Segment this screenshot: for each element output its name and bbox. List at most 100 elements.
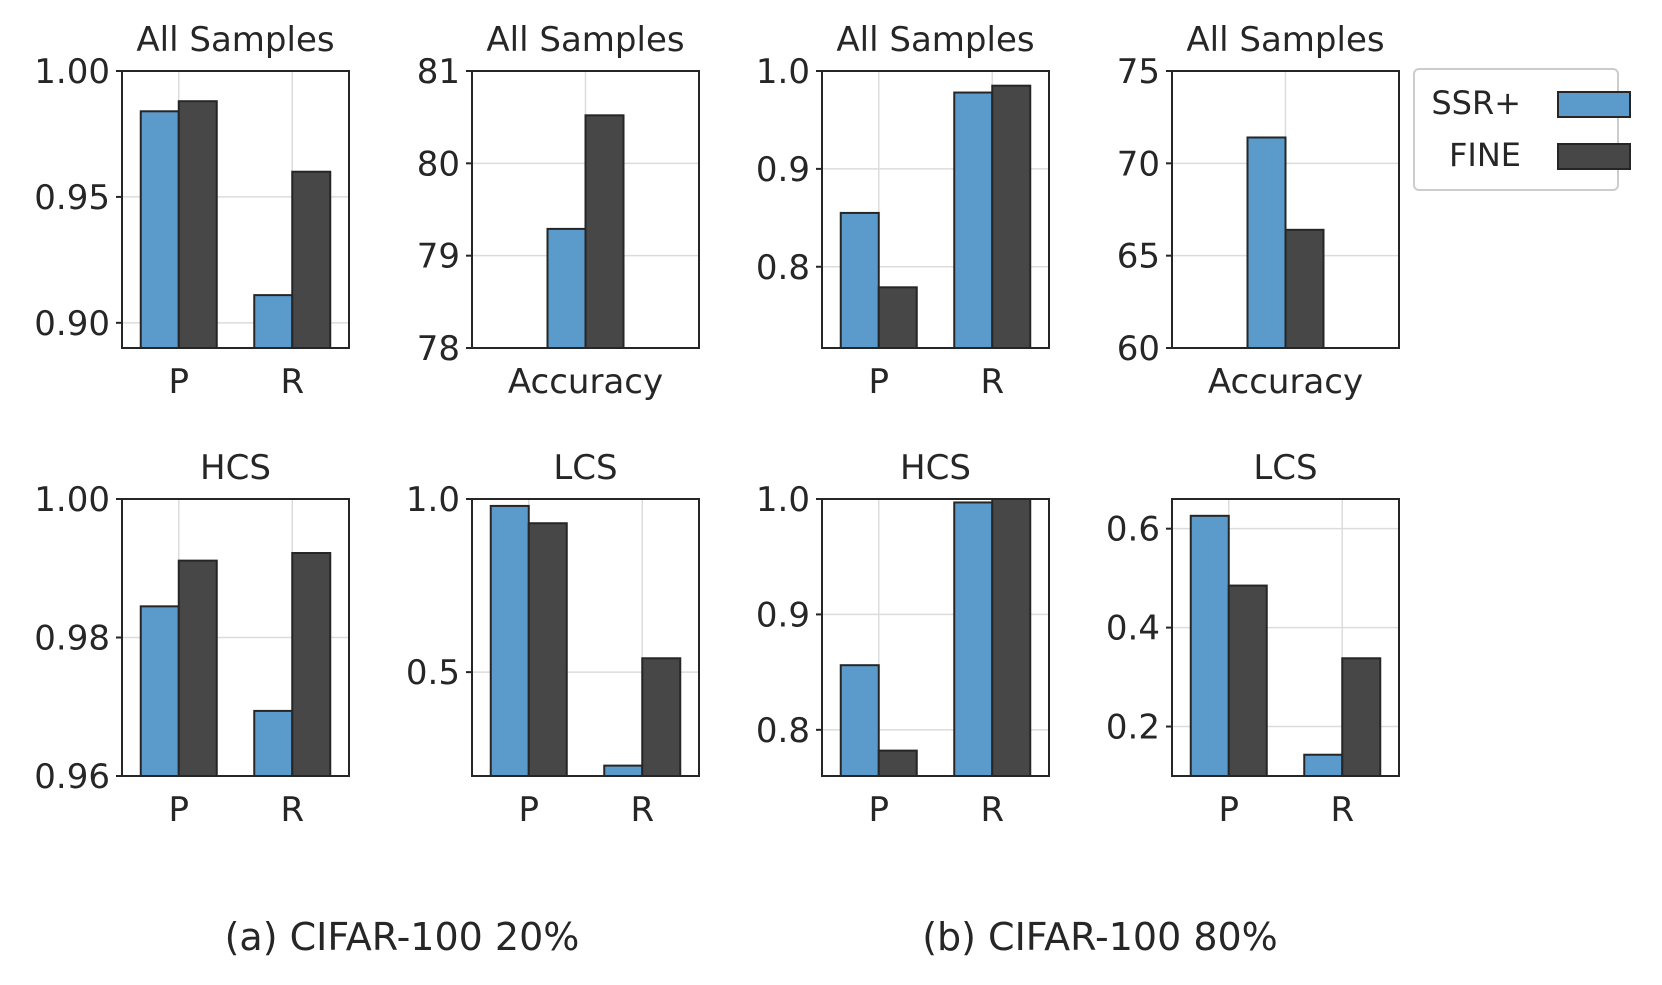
y-tick-label: 0.98 — [34, 619, 110, 659]
subplot-8: 0.2 0.4 0.6 P R LCS — [1106, 448, 1400, 830]
x-tick-label: R — [280, 790, 304, 830]
x-tick-label: P — [1218, 790, 1239, 830]
subplot-6: 0.5 1.0 P R LCS — [406, 448, 700, 830]
x-tick-label: P — [868, 790, 889, 830]
subplot-5: 0.96 0.98 1.00 P R HCS — [34, 448, 350, 830]
x-tick-label: R — [1330, 790, 1354, 830]
subplot-title: HCS — [900, 448, 971, 488]
bar-fine-r — [291, 552, 332, 778]
bar-ssr-r — [603, 764, 644, 777]
y-tick-label: 79 — [417, 237, 460, 277]
bar-fine-r — [641, 657, 682, 778]
y-tick-label: 60 — [1117, 329, 1160, 369]
bar-fine-p — [527, 522, 568, 777]
legend-label-ssr: SSR+ — [1431, 84, 1521, 122]
bar-ssr-r — [1303, 753, 1344, 777]
axes-frame — [821, 498, 1050, 777]
y-tick-label: 1.00 — [34, 52, 110, 92]
y-tick-label: 0.5 — [406, 653, 460, 693]
axes-frame — [1171, 70, 1400, 349]
bar-fine-p — [1227, 584, 1268, 777]
bar-fine-r — [991, 84, 1032, 349]
axes-frame — [1171, 498, 1400, 777]
subplot-3: 0.8 0.9 1.0 P R All Samples — [756, 20, 1050, 402]
axes-frame — [821, 70, 1050, 349]
subplot-title: All Samples — [1186, 20, 1384, 60]
subplot-2: 78 79 80 81 Accuracy All Samples — [417, 20, 700, 402]
bar-ssr-r — [253, 709, 294, 778]
y-tick-label: 80 — [417, 144, 460, 184]
y-tick-label: 75 — [1117, 52, 1160, 92]
legend: SSR+ FINE — [1413, 68, 1631, 191]
bar-fine-r — [991, 498, 1032, 777]
axes-frame — [471, 498, 700, 777]
bar-ssr-p — [489, 504, 530, 777]
bar-fine-accuracy — [1284, 228, 1325, 350]
x-tick-label: R — [280, 362, 304, 402]
subplot-title: LCS — [1253, 448, 1317, 488]
y-tick-label: 0.4 — [1106, 609, 1160, 649]
legend-entry-ssr: SSR+ — [1415, 83, 1631, 123]
y-tick-label: 0.90 — [34, 304, 110, 344]
legend-swatch-fine — [1557, 143, 1631, 170]
bar-ssr-p — [139, 110, 180, 349]
axes-frame — [121, 70, 350, 349]
y-tick-label: 0.8 — [756, 248, 810, 288]
y-tick-label: 81 — [417, 52, 460, 92]
y-tick-label: 0.6 — [1106, 510, 1160, 550]
legend-entry-fine: FINE — [1415, 135, 1631, 175]
y-tick-label: 0.9 — [756, 150, 810, 190]
bar-ssr-accuracy — [546, 227, 587, 349]
subplot-1: 0.90 0.95 1.00 P R All Samples — [34, 20, 350, 402]
bar-fine-r — [1341, 657, 1382, 778]
legend-label-fine: FINE — [1449, 136, 1521, 174]
bar-ssr-p — [839, 664, 880, 778]
subplot-title: All Samples — [486, 20, 684, 60]
y-tick-label: 0.2 — [1106, 708, 1160, 748]
y-tick-label: 1.0 — [756, 480, 810, 520]
x-tick-label: P — [868, 362, 889, 402]
x-tick-label: Accuracy — [508, 362, 663, 402]
bar-ssr-p — [839, 211, 880, 349]
bar-ssr-p — [1189, 514, 1230, 777]
subplot-4: 60 65 70 75 Accuracy All Samples — [1117, 20, 1400, 402]
bar-ssr-r — [953, 91, 994, 349]
bar-fine-p — [177, 559, 218, 777]
subplot-title: All Samples — [136, 20, 334, 60]
subplot-title: LCS — [553, 448, 617, 488]
y-tick-label: 78 — [417, 329, 460, 369]
bar-fine-r — [291, 170, 332, 349]
subplot-title: HCS — [200, 448, 271, 488]
y-tick-label: 1.0 — [756, 52, 810, 92]
y-tick-label: 0.8 — [756, 711, 810, 751]
x-tick-label: R — [630, 790, 654, 830]
x-tick-label: R — [980, 790, 1004, 830]
y-tick-label: 1.00 — [34, 480, 110, 520]
x-tick-label: P — [518, 790, 539, 830]
x-tick-label: Accuracy — [1208, 362, 1363, 402]
y-tick-label: 1.0 — [406, 480, 460, 520]
bar-fine-p — [877, 749, 918, 778]
caption-cifar100-80: (b) CIFAR-100 80% — [922, 915, 1278, 959]
bar-ssr-r — [953, 501, 994, 777]
bar-fine-p — [877, 286, 918, 349]
y-tick-label: 65 — [1117, 237, 1160, 277]
bar-ssr-accuracy — [1246, 136, 1287, 349]
y-tick-label: 70 — [1117, 144, 1160, 184]
x-tick-label: P — [168, 790, 189, 830]
bar-ssr-p — [139, 605, 180, 778]
axes-frame — [471, 70, 700, 349]
y-tick-label: 0.96 — [34, 757, 110, 797]
legend-swatch-ssr — [1557, 91, 1631, 118]
subplot-title: All Samples — [836, 20, 1034, 60]
x-tick-label: P — [168, 362, 189, 402]
y-tick-label: 0.9 — [756, 595, 810, 635]
subplot-7: 0.8 0.9 1.0 P R HCS — [756, 448, 1050, 830]
y-tick-label: 0.95 — [34, 178, 110, 218]
x-tick-label: R — [980, 362, 1004, 402]
bar-fine-accuracy — [584, 114, 625, 349]
bar-fine-p — [177, 100, 218, 349]
caption-cifar100-20: (a) CIFAR-100 20% — [224, 915, 580, 959]
bar-ssr-r — [253, 294, 294, 350]
